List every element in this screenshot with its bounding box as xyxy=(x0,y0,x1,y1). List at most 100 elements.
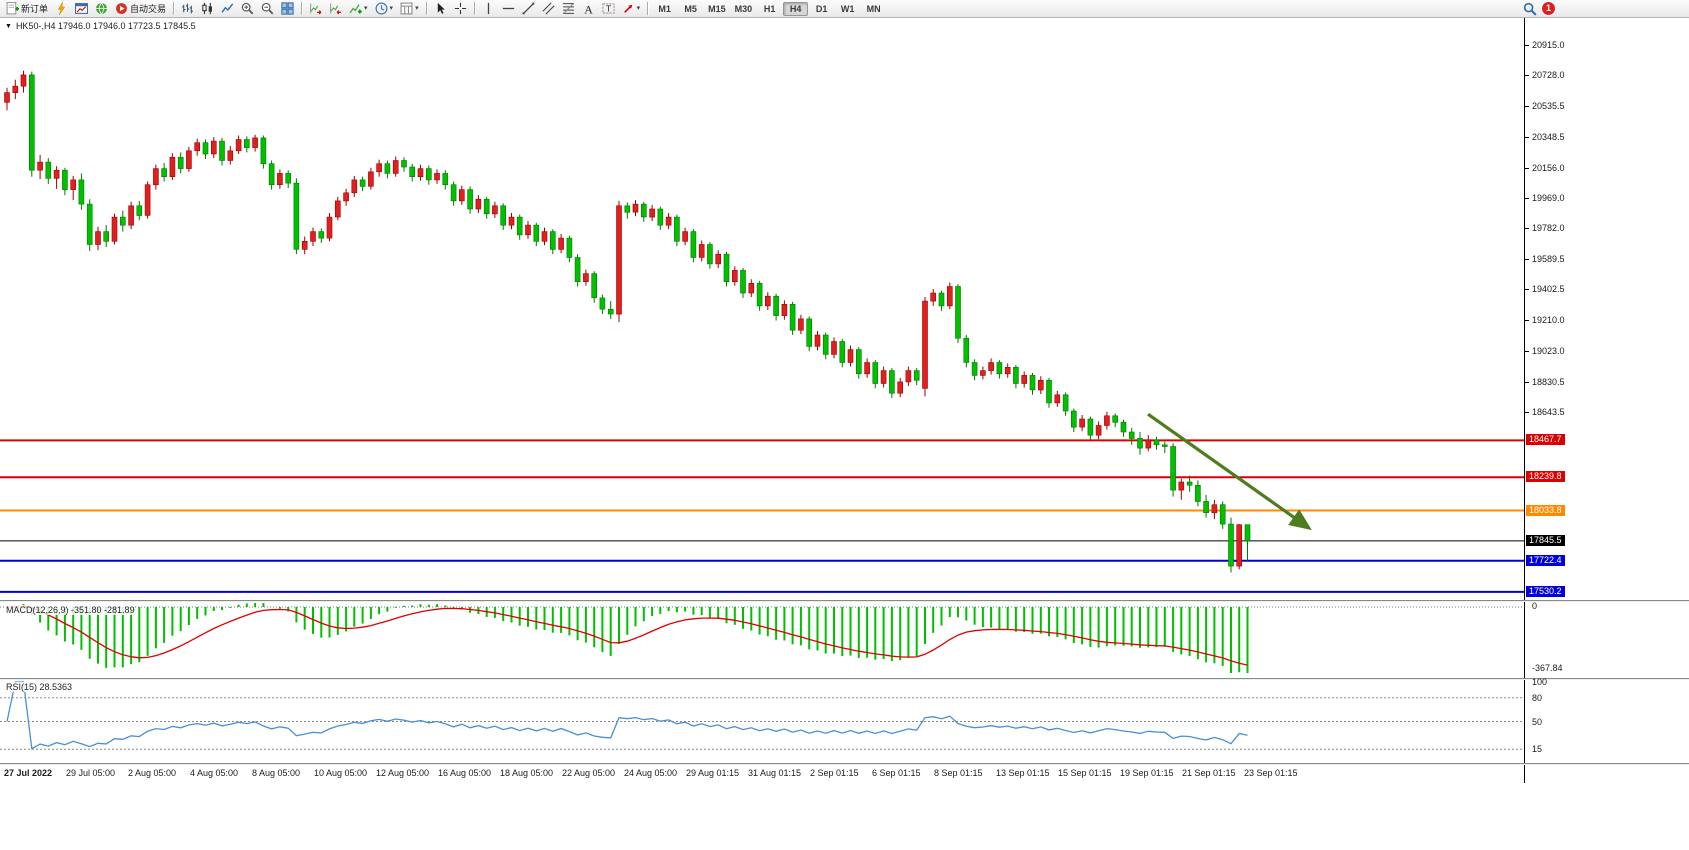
macd-panel[interactable] xyxy=(0,602,1524,678)
timeframe-m30-button[interactable]: M30 xyxy=(734,3,753,14)
templates-button[interactable]: ▾ xyxy=(397,0,422,18)
vertical-line-button[interactable] xyxy=(479,0,498,18)
trendline-icon xyxy=(522,2,535,15)
crosshair-button[interactable] xyxy=(451,0,470,18)
zoom-in-button[interactable] xyxy=(238,0,257,18)
toolbar-separator xyxy=(425,2,427,15)
tile-icon xyxy=(281,2,294,15)
new-order-icon xyxy=(6,2,19,15)
price-tick: 19782.0 xyxy=(1532,223,1565,233)
panel-divider[interactable] xyxy=(0,678,1689,680)
timeframe-buttons: M1 M5 M15 M30 H1 H4 D1 W1 MN xyxy=(652,1,886,16)
autotrade-button-label: 自动交易 xyxy=(130,4,167,14)
lightning-icon xyxy=(57,2,66,15)
autoscroll-icon xyxy=(310,3,322,15)
price-tick-mark xyxy=(1525,45,1529,46)
label-button[interactable]: T xyxy=(599,0,618,18)
chevron-down-icon: ▾ xyxy=(636,4,641,12)
cursor-button[interactable] xyxy=(431,0,450,18)
rsi-level-label: 80 xyxy=(1532,693,1543,703)
zoom-out-icon xyxy=(261,2,274,15)
indicators-button[interactable]: ▾ xyxy=(346,0,371,18)
line-chart-button[interactable] xyxy=(218,0,237,18)
price-tick: 20535.5 xyxy=(1532,101,1565,111)
time-tick: 2 Sep 01:15 xyxy=(810,768,859,778)
price-line-label: 18467.7 xyxy=(1526,434,1565,445)
price-line-label: 17722.4 xyxy=(1526,555,1565,566)
new-chart-button[interactable] xyxy=(72,0,91,18)
price-tick: 19402.5 xyxy=(1532,284,1565,294)
search-button[interactable] xyxy=(1520,0,1540,18)
macd-zero-label: 0 xyxy=(1532,601,1538,611)
toolbar-separator xyxy=(473,2,475,15)
time-tick: 29 Aug 01:15 xyxy=(686,768,740,778)
price-tick: 20348.5 xyxy=(1532,132,1565,142)
new-order-button[interactable]: 新订单 xyxy=(3,0,51,18)
chart-dropdown-icon[interactable]: ▼ xyxy=(5,22,12,30)
time-tick: 8 Aug 05:00 xyxy=(252,768,301,778)
trend-arrow-annotation xyxy=(1147,412,1312,531)
price-line-label: 17530.2 xyxy=(1526,586,1565,597)
price-tick-mark xyxy=(1525,137,1529,138)
price-tick-mark xyxy=(1525,168,1529,169)
chart-shift-button[interactable] xyxy=(326,0,345,18)
price-line-label: 17845.5 xyxy=(1526,535,1565,546)
price-tick: 19589.5 xyxy=(1532,254,1565,264)
time-tick: 29 Jul 05:00 xyxy=(66,768,116,778)
panel-divider[interactable] xyxy=(0,600,1689,602)
timeframe-m1-button[interactable]: M1 xyxy=(658,3,671,14)
rsi-panel[interactable] xyxy=(0,680,1524,763)
toolbar-separator xyxy=(173,2,175,15)
fibonacci-button[interactable] xyxy=(559,0,578,18)
chart-symbol-label: ▼ HK50-,H4 17946.0 17946.0 17723.5 17845… xyxy=(5,21,196,31)
metaeditor-button[interactable] xyxy=(52,0,71,18)
timeframe-h1-button[interactable]: H1 xyxy=(763,3,776,14)
time-axis[interactable]: 27 Jul 2022 29 Jul 05:00 2 Aug 05:00 4 Aug … xyxy=(0,765,1524,785)
price-tick: 20915.0 xyxy=(1532,40,1565,50)
timeframe-w1-button[interactable]: W1 xyxy=(840,3,855,14)
toolbar-separator xyxy=(647,2,649,15)
indicator-add-icon xyxy=(349,4,362,14)
clock-icon xyxy=(375,2,388,15)
zoom-in-icon xyxy=(241,2,254,15)
time-tick: 10 Aug 05:00 xyxy=(314,768,368,778)
autotrade-button[interactable]: 自动交易 xyxy=(112,0,169,18)
toolbar-buttons: 新订单 自动交易 ▾ ▾ ▾ A T ▾ xyxy=(3,0,651,18)
price-tick-mark xyxy=(1525,382,1529,383)
channel-button[interactable] xyxy=(539,0,558,18)
timeframe-h4-button[interactable]: H4 xyxy=(783,1,809,16)
new-order-button-label: 新订单 xyxy=(21,4,49,14)
price-tick: 19210.0 xyxy=(1532,315,1565,325)
arrows-button[interactable]: ▾ xyxy=(619,0,644,18)
price-tick-mark xyxy=(1525,75,1529,76)
text-button[interactable]: A xyxy=(579,0,598,18)
autotrade-icon xyxy=(116,3,127,14)
timeframe-d1-button[interactable]: D1 xyxy=(815,3,828,14)
candlestick-button[interactable] xyxy=(198,0,217,18)
line-icon xyxy=(221,3,234,13)
zoom-out-button[interactable] xyxy=(258,0,277,18)
time-tick: 27 Jul 2022 xyxy=(4,768,53,778)
tile-windows-button[interactable] xyxy=(278,0,297,18)
periods-button[interactable]: ▾ xyxy=(372,0,397,18)
timeframe-m5-button[interactable]: M5 xyxy=(684,3,697,14)
time-tick: 19 Sep 01:15 xyxy=(1120,768,1174,778)
timeframe-mn-button[interactable]: MN xyxy=(866,3,881,14)
vline-icon xyxy=(487,2,489,15)
price-tick-mark xyxy=(1525,289,1529,290)
svg-text:A: A xyxy=(584,2,593,15)
candlestick-chart[interactable] xyxy=(0,18,1524,600)
horizontal-line-button[interactable] xyxy=(499,0,518,18)
auto-scroll-button[interactable] xyxy=(306,0,325,18)
trendline-button[interactable] xyxy=(519,0,538,18)
market-watch-button[interactable] xyxy=(92,0,111,18)
notification-badge[interactable]: 1 xyxy=(1541,1,1556,16)
bars-icon xyxy=(182,3,193,14)
price-axis[interactable]: 20915.0 20728.0 20535.5 20348.5 20156.0 19969… xyxy=(1525,18,1689,600)
bar-chart-button[interactable] xyxy=(178,0,197,18)
axis-divider xyxy=(1524,18,1525,783)
timeframe-m15-button[interactable]: M15 xyxy=(708,3,726,14)
shift-icon xyxy=(330,3,341,15)
rsi-level-label: 50 xyxy=(1532,717,1543,727)
time-tick: 12 Aug 05:00 xyxy=(376,768,430,778)
